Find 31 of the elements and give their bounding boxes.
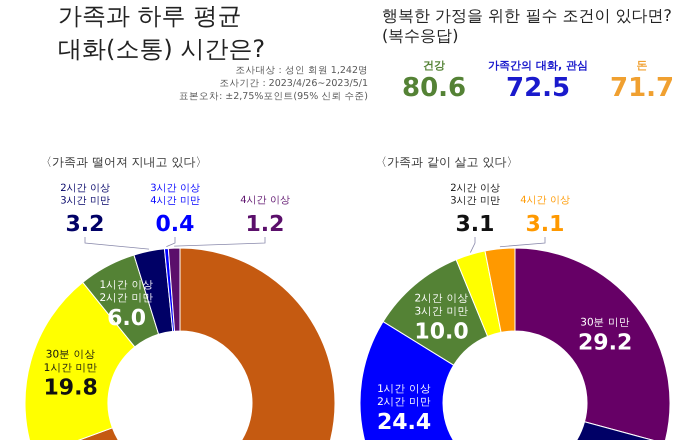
chart-title: 가족과 하루 평균 대화(소통) 시간은? [58,1,266,65]
chart-subtitle: 〈가족과 같이 살고 있다〉 [375,154,518,171]
text: 조사대상 : 성인 회원 1,242명 [234,64,368,77]
data-label: 1.2 [246,212,284,237]
slice-label: 4시간 이상 [520,195,570,206]
data-label: 19.8 [43,376,98,401]
data-label: 80.6 [402,73,466,103]
category-label: 가족간의 대화, 관심 [488,58,588,73]
text: 표본오차: ±2,75%포인트(95% 신뢰 수준) [178,90,368,103]
data-label: 3.2 [66,212,104,237]
slice-label: 2시간 이상 3시간 미만 [60,183,110,206]
slice-label: 30분 이상 1시간 미만 [44,348,98,374]
category-label: 건강 [422,58,446,73]
data-label: 72.5 [505,73,572,103]
category-label: 돈 [636,58,649,73]
data-label: 0.4 [156,212,194,237]
slice-label: 3시간 이상 4시간 미만 [150,183,200,206]
slice-label: 2시간 이상 3시간 미만 [450,183,500,206]
data-label: 29.2 [578,330,632,356]
slice-label: 30분 미만 [580,316,630,328]
data-label: 24.4 [376,410,432,435]
slice-label: 2시간 이상 3시간 미만 [414,292,469,318]
text: 행복한 가정을 위한 필수 조건이 있다면? (복수응답) [382,6,673,46]
data-label: 3.1 [526,212,564,237]
chart-subtitle: 〈가족과 떨어져 지내고 있다〉 [40,154,208,171]
text: 조사기간 : 2023/4/26~2023/5/1 [218,77,368,90]
data-label: 71.7 [610,73,674,103]
data-label: 3.1 [456,212,494,237]
data-label: 10.0 [414,319,469,344]
slice-label: 4시간 이상 [240,195,290,206]
slice-label: 1시간 이상 2시간 미만 [377,383,432,408]
